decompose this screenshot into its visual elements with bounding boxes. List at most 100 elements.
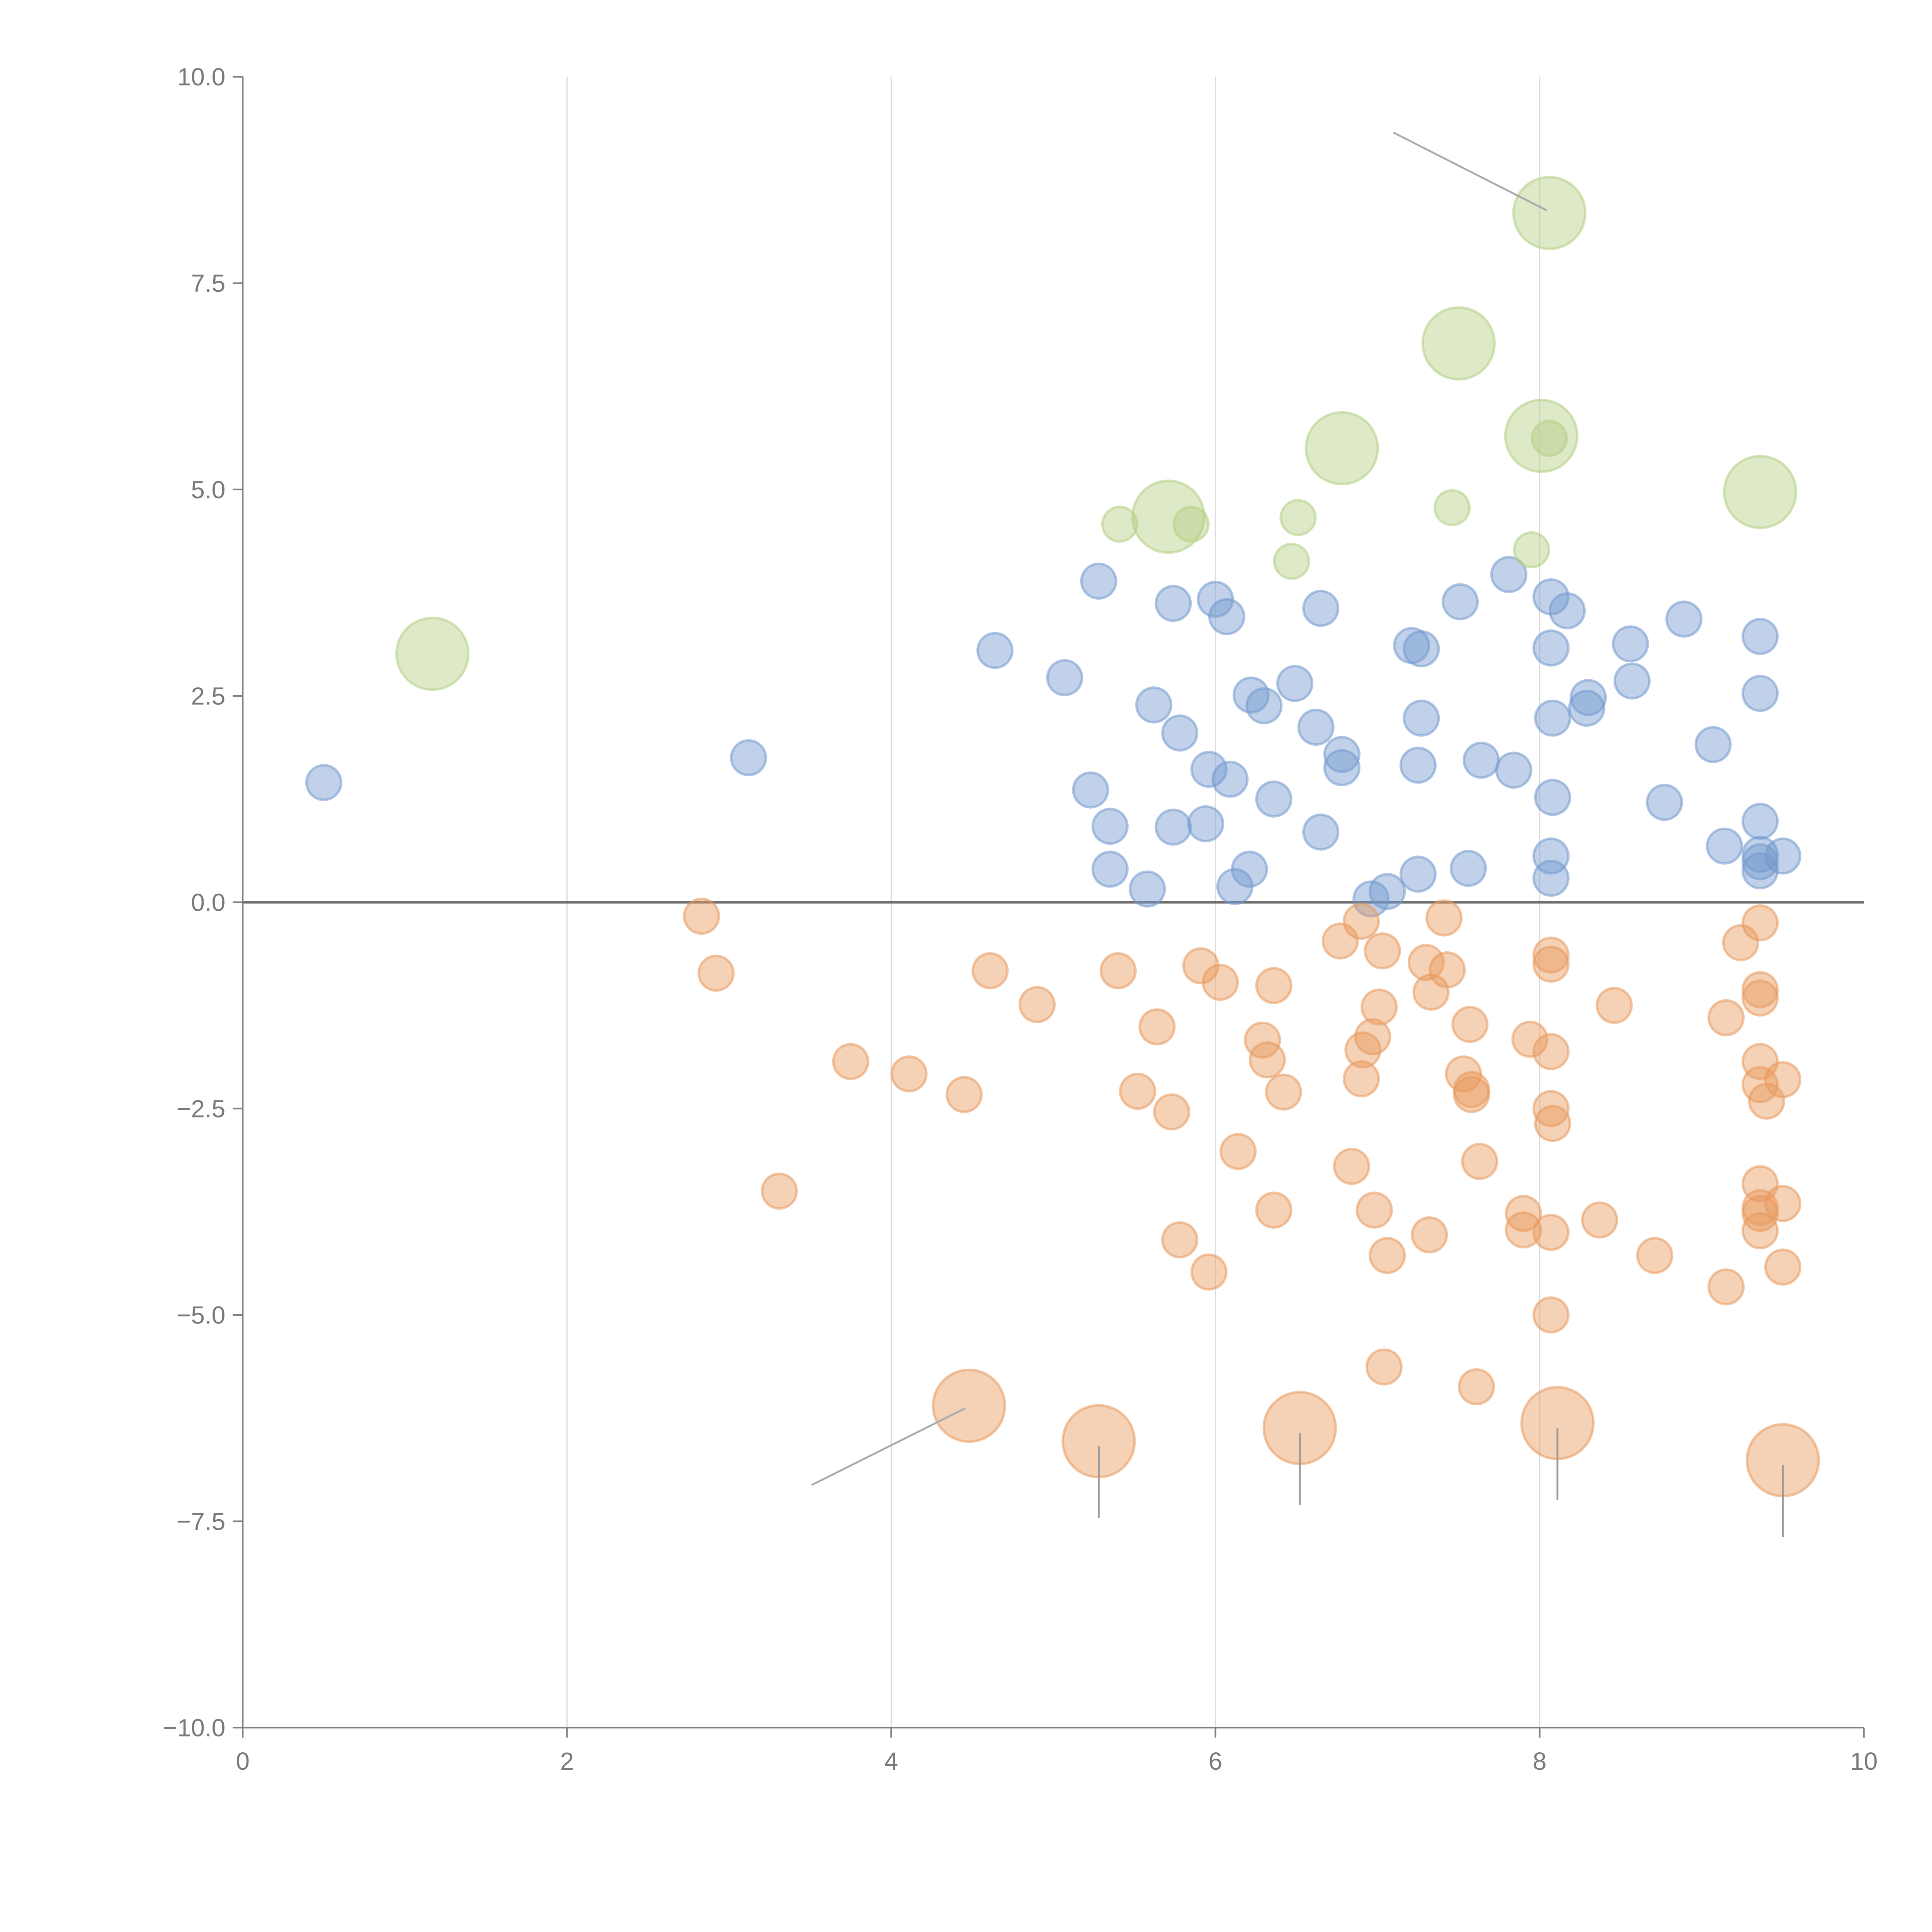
data-point-positive [1302, 813, 1340, 851]
x-tick-label: 6 [1209, 1747, 1223, 1775]
data-point-positive [1208, 598, 1245, 635]
data-point-negative [1161, 1221, 1199, 1259]
data-point-positive [1046, 659, 1083, 696]
data-point-negative [832, 1043, 869, 1080]
data-point-negative [1458, 1368, 1495, 1405]
data-point-negative [1764, 1248, 1802, 1286]
data-point-negative [1407, 944, 1445, 981]
y-tick-label: −2.5 [177, 1095, 226, 1122]
y-tick-label: −7.5 [177, 1508, 226, 1536]
data-point-negative [1742, 904, 1779, 942]
data-point-positive [1742, 617, 1779, 655]
y-tick-label: −10.0 [163, 1714, 225, 1742]
data-point-positive [1742, 803, 1779, 840]
data-point-positive [1742, 852, 1779, 889]
data-point-negative [1742, 1212, 1779, 1250]
y-tick-label: 5.0 [191, 476, 225, 503]
data-point-negative [1708, 999, 1745, 1037]
data-point-negative [1343, 1060, 1380, 1098]
data-point-negative [1425, 899, 1463, 937]
data-point-negative [1153, 1093, 1190, 1131]
data-point-positive [730, 739, 767, 777]
data-point-highlight-small [1531, 420, 1568, 457]
data-point-negative [683, 898, 720, 935]
data-point-negative [1722, 924, 1759, 961]
data-point-positive [1742, 675, 1779, 712]
data-point-positive [1495, 752, 1532, 789]
data-point-negative [971, 952, 1009, 990]
data-point-positive [1441, 583, 1479, 621]
data-point-negative [1505, 1211, 1542, 1249]
data-point-positive [1764, 837, 1802, 875]
data-point-positive [1369, 873, 1406, 910]
data-point-highlight-large [1512, 176, 1587, 250]
data-point-positive [1255, 780, 1293, 818]
data-point-positive [1548, 592, 1586, 629]
data-point-negative [1511, 1020, 1549, 1058]
data-point-negative [1248, 1041, 1286, 1079]
data-points [305, 131, 1820, 1537]
data-point-negative [1364, 932, 1401, 970]
data-point-negative [1255, 967, 1293, 1004]
data-point-negative [1532, 946, 1570, 983]
data-point-negative [1595, 986, 1633, 1024]
data-point-negative [1361, 988, 1398, 1026]
data-point-positive [1449, 850, 1487, 887]
data-point-highlight-large [395, 616, 470, 691]
data-point-positive [1323, 749, 1361, 786]
data-point-positive [1612, 625, 1649, 663]
data-point-highlight-large [1723, 455, 1798, 529]
data-point-highlight-large [1421, 306, 1496, 381]
data-point-positive [1742, 843, 1779, 881]
data-point-positive [1399, 747, 1437, 784]
data-point-negative [1764, 1185, 1802, 1222]
data-point-negative [1581, 1201, 1618, 1239]
data-point-negative [1119, 1073, 1156, 1110]
data-point-negative [1532, 1214, 1570, 1251]
x-tick-label: 8 [1533, 1747, 1547, 1775]
data-point-positive [1613, 662, 1651, 700]
data-point-negative [1411, 1216, 1448, 1253]
data-point-negative [1190, 1253, 1228, 1291]
data-point-negative [1764, 1061, 1802, 1099]
x-tick-label: 4 [884, 1747, 898, 1775]
data-point-negative [1742, 971, 1779, 1009]
data-point-positive [1534, 699, 1571, 737]
data-point-negative [1343, 902, 1380, 940]
data-point-positive [305, 764, 343, 801]
data-point-positive [1646, 784, 1683, 821]
data-point-negative [890, 1055, 928, 1093]
data-point-positive [1403, 699, 1440, 737]
data-point-negative [697, 954, 735, 992]
data-point-positive [976, 632, 1014, 669]
data-point-negative [1708, 1268, 1745, 1306]
data-point-positive [1297, 708, 1335, 746]
data-point-positive [1463, 742, 1500, 779]
y-tick-label: −5.0 [177, 1301, 226, 1329]
data-point-positive [1231, 850, 1268, 888]
data-point-negative [1532, 1090, 1570, 1128]
data-point-negative [1636, 1237, 1673, 1274]
data-point-positive [1091, 808, 1129, 845]
y-tick-label: 2.5 [191, 682, 225, 710]
data-point-positive [1135, 686, 1173, 724]
data-point-positive [1403, 630, 1440, 668]
data-point-positive [1190, 750, 1228, 788]
data-point-negative [1219, 1133, 1257, 1170]
data-point-highlight-large [1131, 480, 1206, 554]
data-point-negative [1354, 1018, 1391, 1056]
data-point-positive [1080, 562, 1117, 600]
data-point-negative [1532, 1033, 1570, 1070]
leader-line [811, 1407, 966, 1486]
data-point-positive [1534, 779, 1571, 816]
data-point-negative [1202, 964, 1239, 1001]
data-point-positive [1399, 855, 1437, 893]
y-ticks: 10.0 7.5 5.0 2.5 0.0 −2.5 −5.0 −7.5 −10.0 [163, 63, 243, 1742]
data-point-positive [1211, 760, 1249, 798]
data-point-negative-extreme [932, 1368, 1006, 1443]
data-point-negative [1534, 1105, 1571, 1142]
data-point-negative [1365, 1348, 1403, 1386]
data-point-negative [946, 1076, 983, 1113]
data-point-positive [1568, 689, 1605, 727]
